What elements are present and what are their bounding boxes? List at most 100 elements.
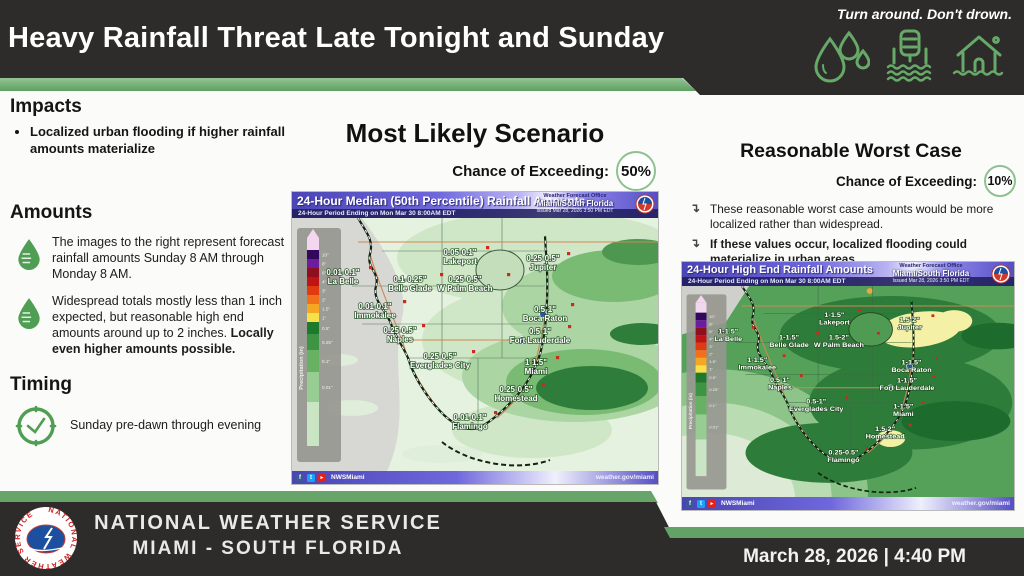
impacts-heading: Impacts <box>10 96 82 117</box>
worst-case-chance: Chance of Exceeding: 10% <box>684 165 1018 197</box>
svg-text:Everglades City: Everglades City <box>789 406 844 413</box>
svg-text:Jupiter: Jupiter <box>898 325 922 332</box>
svg-text:0.01-0.1": 0.01-0.1" <box>358 302 391 311</box>
svg-text:0.1": 0.1" <box>709 403 717 408</box>
most-likely-chance: Chance of Exceeding: 50% <box>292 151 658 191</box>
timing-text: Sunday pre-dawn through evening <box>70 418 262 433</box>
svg-text:1-1.5": 1-1.5" <box>897 378 917 385</box>
svg-text:0.5-1": 0.5-1" <box>806 399 826 406</box>
youtube-icon: ► <box>318 473 326 482</box>
social-handle: NWSMiami <box>721 500 755 507</box>
svg-text:Precipitation (in): Precipitation (in) <box>299 346 305 390</box>
svg-text:8": 8" <box>709 322 713 327</box>
svg-text:1": 1" <box>709 367 713 372</box>
left-info-column: Impacts Localized urban flooding if high… <box>10 96 292 448</box>
svg-text:1.5": 1.5" <box>709 359 717 364</box>
timing-heading: Timing <box>10 373 72 395</box>
most-likely-title: Most Likely Scenario <box>345 118 605 148</box>
svg-text:Flamingo: Flamingo <box>452 422 488 431</box>
svg-text:1-1.5": 1-1.5" <box>779 335 799 342</box>
map-header: 24-Hour High End Rainfall Amounts 24-Hou… <box>682 262 1014 286</box>
svg-text:0.1": 0.1" <box>322 359 330 364</box>
svg-text:0.5-1": 0.5-1" <box>534 305 556 314</box>
svg-text:0.25": 0.25" <box>322 340 333 345</box>
svg-text:W Palm Beach: W Palm Beach <box>437 284 492 293</box>
svg-text:Fort Lauderdale: Fort Lauderdale <box>510 336 571 345</box>
facebook-icon: f <box>296 473 304 482</box>
svg-text:Belle Glade: Belle Glade <box>388 284 432 293</box>
amounts-text-1: The images to the right represent foreca… <box>52 234 285 282</box>
chance-value-badge: 10% <box>984 165 1016 197</box>
svg-text:1.5": 1.5" <box>322 306 330 311</box>
svg-text:0.25-0.5": 0.25-0.5" <box>499 385 532 394</box>
worst-case-bullets: These reasonable worst case amounts woul… <box>684 201 1018 267</box>
raindrops-icon <box>814 30 870 83</box>
svg-text:2": 2" <box>322 297 327 302</box>
svg-text:3": 3" <box>322 288 327 293</box>
map-subtitle: 24-Hour Period Ending on Mon Mar 30 8:00… <box>682 277 1014 286</box>
svg-text:La Belle: La Belle <box>714 336 742 343</box>
office-block: Weather Forecast Office Miami/South Flor… <box>892 263 970 284</box>
svg-text:Homestead: Homestead <box>494 394 537 403</box>
office-block: Weather Forecast Office Miami/South Flor… <box>536 193 614 214</box>
svg-text:1.5-2": 1.5-2" <box>900 317 920 324</box>
colorbar: Precipitation (in) 10" 8" 6" 4" 3" 2" 1.5" 1" 0.… <box>686 294 727 490</box>
svg-text:0.05-0.1": 0.05-0.1" <box>443 248 476 257</box>
clock-icon <box>15 405 57 446</box>
amounts-item-1: The images to the right represent foreca… <box>16 234 292 283</box>
website-url: weather.gov/miami <box>595 474 654 481</box>
social-handle: NWSMiami <box>331 474 365 481</box>
colorbar: Precipitation (in) 10" 8" 6" 4" 3" 2" 1.5" 1" 0.… <box>297 228 341 462</box>
svg-text:1-1.5": 1-1.5" <box>893 404 913 411</box>
svg-text:0.5": 0.5" <box>322 326 330 331</box>
svg-text:Precipitation (in): Precipitation (in) <box>688 393 694 429</box>
florida-map-highend: Precipitation (in) 10" 8" 6" 4" 3" 2" 1.5" 1" 0.… <box>682 286 1014 497</box>
amounts-item-2: Widespread totals mostly less than 1 inc… <box>16 293 292 358</box>
svg-text:W Palm Beach: W Palm Beach <box>814 342 864 349</box>
youtube-icon: ► <box>708 499 716 508</box>
svg-text:Naples: Naples <box>387 335 414 344</box>
nws-mini-logo <box>635 194 655 214</box>
svg-text:Immokalee: Immokalee <box>354 311 396 320</box>
worst-case-bullet-1: These reasonable worst case amounts woul… <box>684 201 1018 233</box>
svg-text:1.5-2": 1.5-2" <box>875 426 895 433</box>
raindrop-icon <box>18 297 40 329</box>
org-line-2: MIAMI - SOUTH FLORIDA <box>132 538 404 559</box>
svg-text:0.25": 0.25" <box>709 387 719 392</box>
amounts-heading: Amounts <box>10 201 93 223</box>
car-in-flood-icon <box>886 29 932 82</box>
svg-text:0.25-0.5": 0.25-0.5" <box>828 450 858 457</box>
twitter-icon: t <box>697 499 705 508</box>
svg-text:0.5-1": 0.5-1" <box>529 327 551 336</box>
page-title: Heavy Rainfall Threat Late Tonight and S… <box>8 22 665 54</box>
svg-text:0.01": 0.01" <box>709 425 719 430</box>
chance-value-badge: 50% <box>616 151 656 191</box>
svg-text:Everglades City: Everglades City <box>410 361 471 370</box>
svg-text:1": 1" <box>322 315 327 320</box>
most-likely-section: Most Likely Scenario Chance of Exceeding… <box>292 118 658 191</box>
svg-text:Flamingo: Flamingo <box>827 457 859 464</box>
svg-text:10": 10" <box>322 252 329 257</box>
svg-text:2": 2" <box>709 352 713 357</box>
svg-text:Jupiter: Jupiter <box>530 263 557 272</box>
svg-text:8": 8" <box>322 261 327 266</box>
issue-datetime: March 28, 2026 | 4:40 PM <box>743 546 966 567</box>
svg-text:0.25-0.5": 0.25-0.5" <box>423 352 456 361</box>
florida-map-median: Precipitation (in) 10" 8" 6" 4" 3" 2" 1.5" 1" 0.… <box>292 218 658 471</box>
worst-case-section: Reasonable Worst Case Chance of Exceedin… <box>684 140 1018 267</box>
high-end-rainfall-map: 24-Hour High End Rainfall Amounts 24-Hou… <box>682 262 1014 510</box>
raindrop-icon <box>18 238 40 270</box>
svg-text:0.25-0.5": 0.25-0.5" <box>448 275 481 284</box>
website-url: weather.gov/miami <box>951 500 1010 507</box>
worst-case-title: Reasonable Worst Case <box>740 140 962 162</box>
svg-text:6": 6" <box>709 329 713 334</box>
impacts-bullet: Localized urban flooding if higher rainf… <box>30 124 292 158</box>
svg-text:0.25-0.5": 0.25-0.5" <box>526 254 559 263</box>
svg-text:0.1-0.25": 0.1-0.25" <box>393 275 426 284</box>
svg-text:1-1.5": 1-1.5" <box>747 357 767 364</box>
svg-text:0.5-1": 0.5-1" <box>770 377 790 384</box>
svg-text:Immokalee: Immokalee <box>739 365 777 372</box>
svg-text:4": 4" <box>709 337 713 342</box>
safety-tagline: Turn around. Don't drown. <box>837 6 1012 22</box>
